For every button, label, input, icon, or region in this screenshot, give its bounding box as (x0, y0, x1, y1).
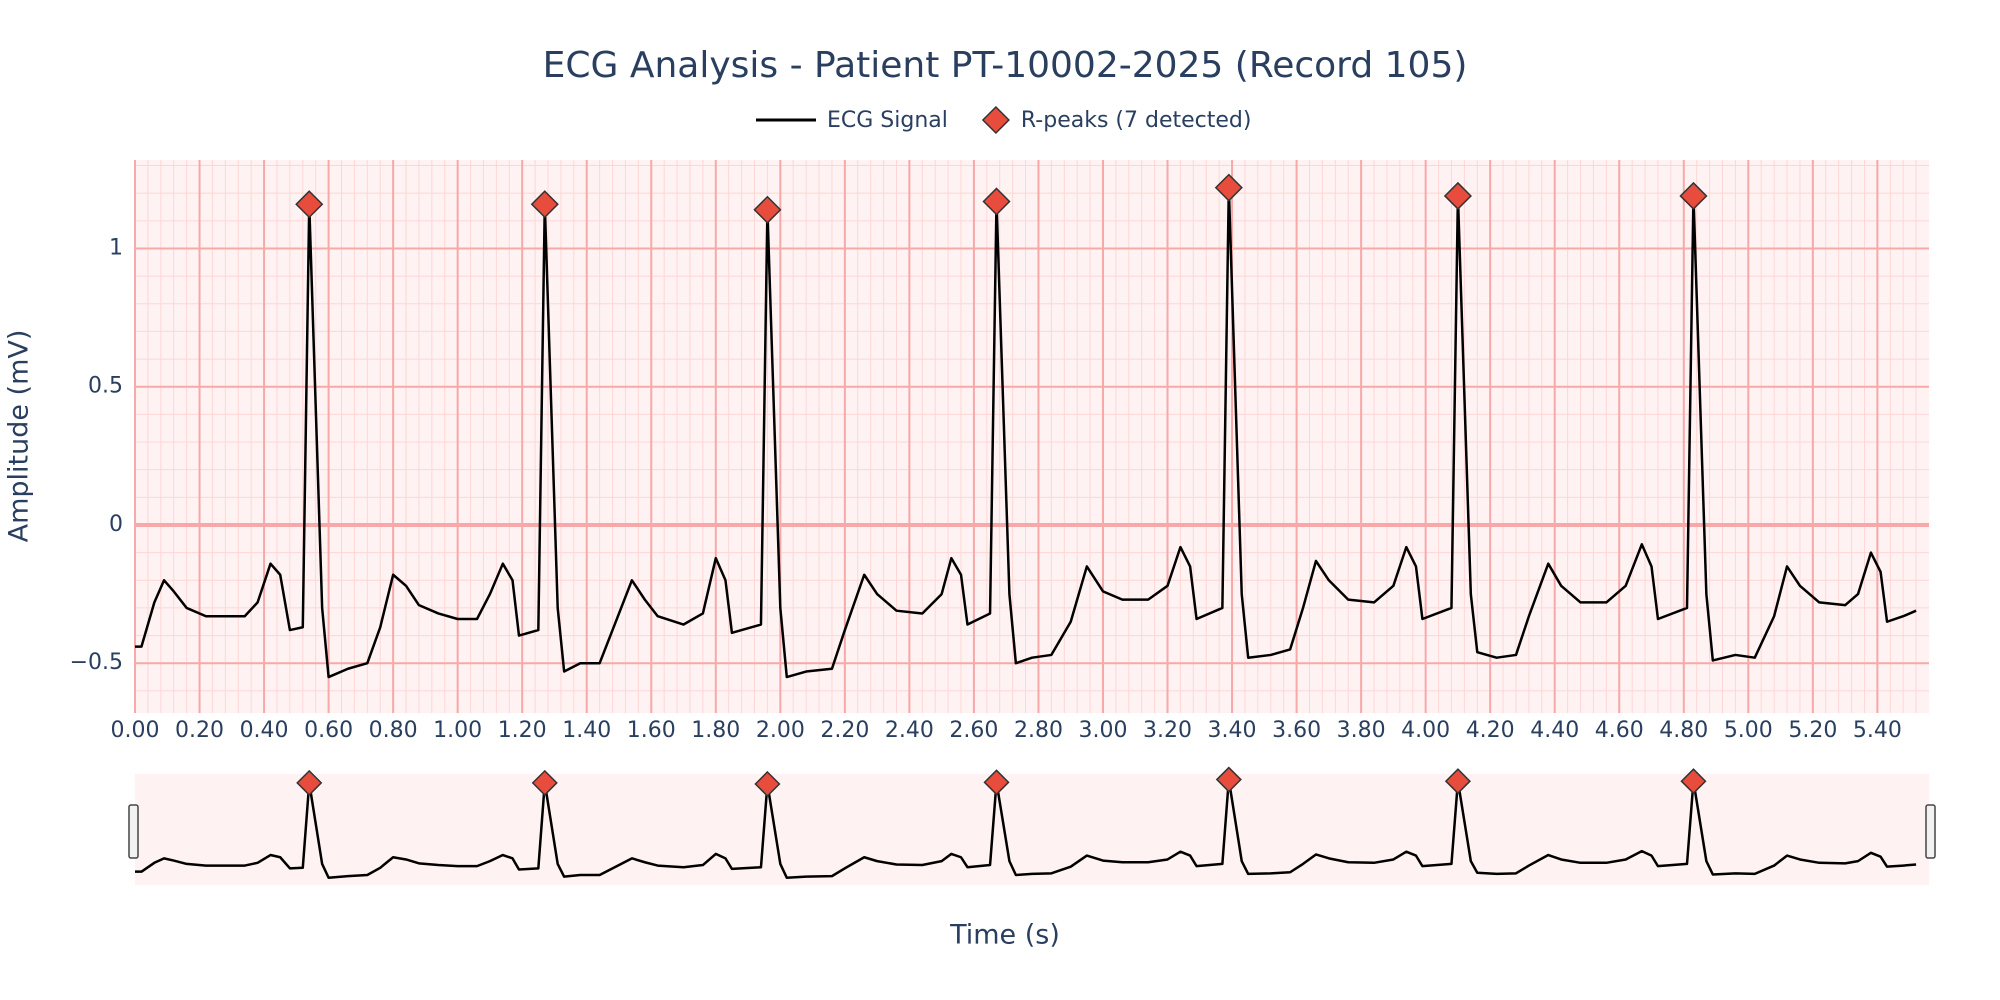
r-peak-marker (982, 187, 1011, 216)
x-tick-label: 3.60 (1272, 718, 1321, 743)
x-tick-label: 3.20 (1143, 718, 1192, 743)
rangeslider-marker (531, 769, 558, 796)
chart-title: ECG Analysis - Patient PT-10002-2025 (Re… (543, 45, 1468, 86)
x-tick-label: 3.00 (1078, 718, 1127, 743)
rangeslider-marker (754, 770, 781, 798)
rangeslider-marker (1680, 768, 1707, 795)
x-tick-label: 1.00 (433, 718, 482, 743)
x-tick-label: 1.60 (627, 718, 676, 743)
x-tick-label: 2.60 (949, 718, 998, 743)
r-peak-marker (753, 195, 782, 224)
x-tick-label: 4.40 (1530, 718, 1579, 743)
x-tick-label: 0.40 (240, 718, 289, 743)
x-tick-label: 1.20 (498, 718, 547, 743)
r-peak-marker (1443, 181, 1472, 211)
x-tick-label: 2.00 (756, 718, 805, 743)
x-tick-label: 5.20 (1788, 718, 1837, 743)
ecg-line (135, 186, 1917, 679)
r-peak-marker (530, 190, 559, 219)
legend-label: ECG Signal (827, 108, 948, 133)
rangeslider-marker (983, 769, 1010, 796)
y-tick-label: 0.5 (88, 374, 123, 399)
x-tick-label: 4.00 (1401, 718, 1450, 743)
x-tick-label: 0.20 (175, 718, 224, 743)
x-tick-label: 4.80 (1659, 718, 1708, 743)
x-tick-label: 3.40 (1208, 718, 1257, 743)
rangeslider-marker (296, 769, 323, 796)
x-tick-label: 1.40 (562, 718, 611, 743)
x-tick-label: 3.80 (1337, 718, 1386, 743)
rangeslider-marker (1444, 768, 1471, 795)
r-peak-marker (1214, 173, 1243, 202)
x-tick-label: 4.20 (1466, 718, 1515, 743)
r-peak-marker (1679, 181, 1708, 211)
x-tick-label: 5.00 (1724, 718, 1773, 743)
x-axis-title: Time (s) (949, 920, 1060, 951)
x-tick-label: 2.40 (885, 718, 934, 743)
legend-label: R-peaks (7 detected) (1021, 108, 1252, 133)
rangeslider-handle-left[interactable] (128, 804, 139, 859)
x-tick-label: 2.80 (1014, 718, 1063, 743)
y-axis-title: Amplitude (mV) (4, 330, 35, 543)
legend-symbol (981, 105, 1010, 135)
y-tick-label: 0 (109, 512, 123, 537)
rangeslider-line (135, 778, 1917, 880)
x-tick-label: 0.00 (111, 718, 160, 743)
rangeslider-handle-right[interactable] (1925, 804, 1936, 859)
rangeslider-background (135, 774, 1929, 885)
y-tick-label: 1 (109, 235, 123, 260)
x-tick-label: 4.60 (1595, 718, 1644, 743)
plot-background (135, 160, 1929, 713)
rangeslider-marker (1215, 766, 1242, 793)
x-tick-label: 0.80 (369, 718, 418, 743)
x-tick-label: 2.20 (820, 718, 869, 743)
x-tick-label: 5.40 (1853, 718, 1902, 743)
r-peak-marker (295, 190, 324, 219)
y-tick-label: −0.5 (70, 650, 123, 675)
x-tick-label: 1.80 (691, 718, 740, 743)
x-tick-label: 0.60 (304, 718, 353, 743)
